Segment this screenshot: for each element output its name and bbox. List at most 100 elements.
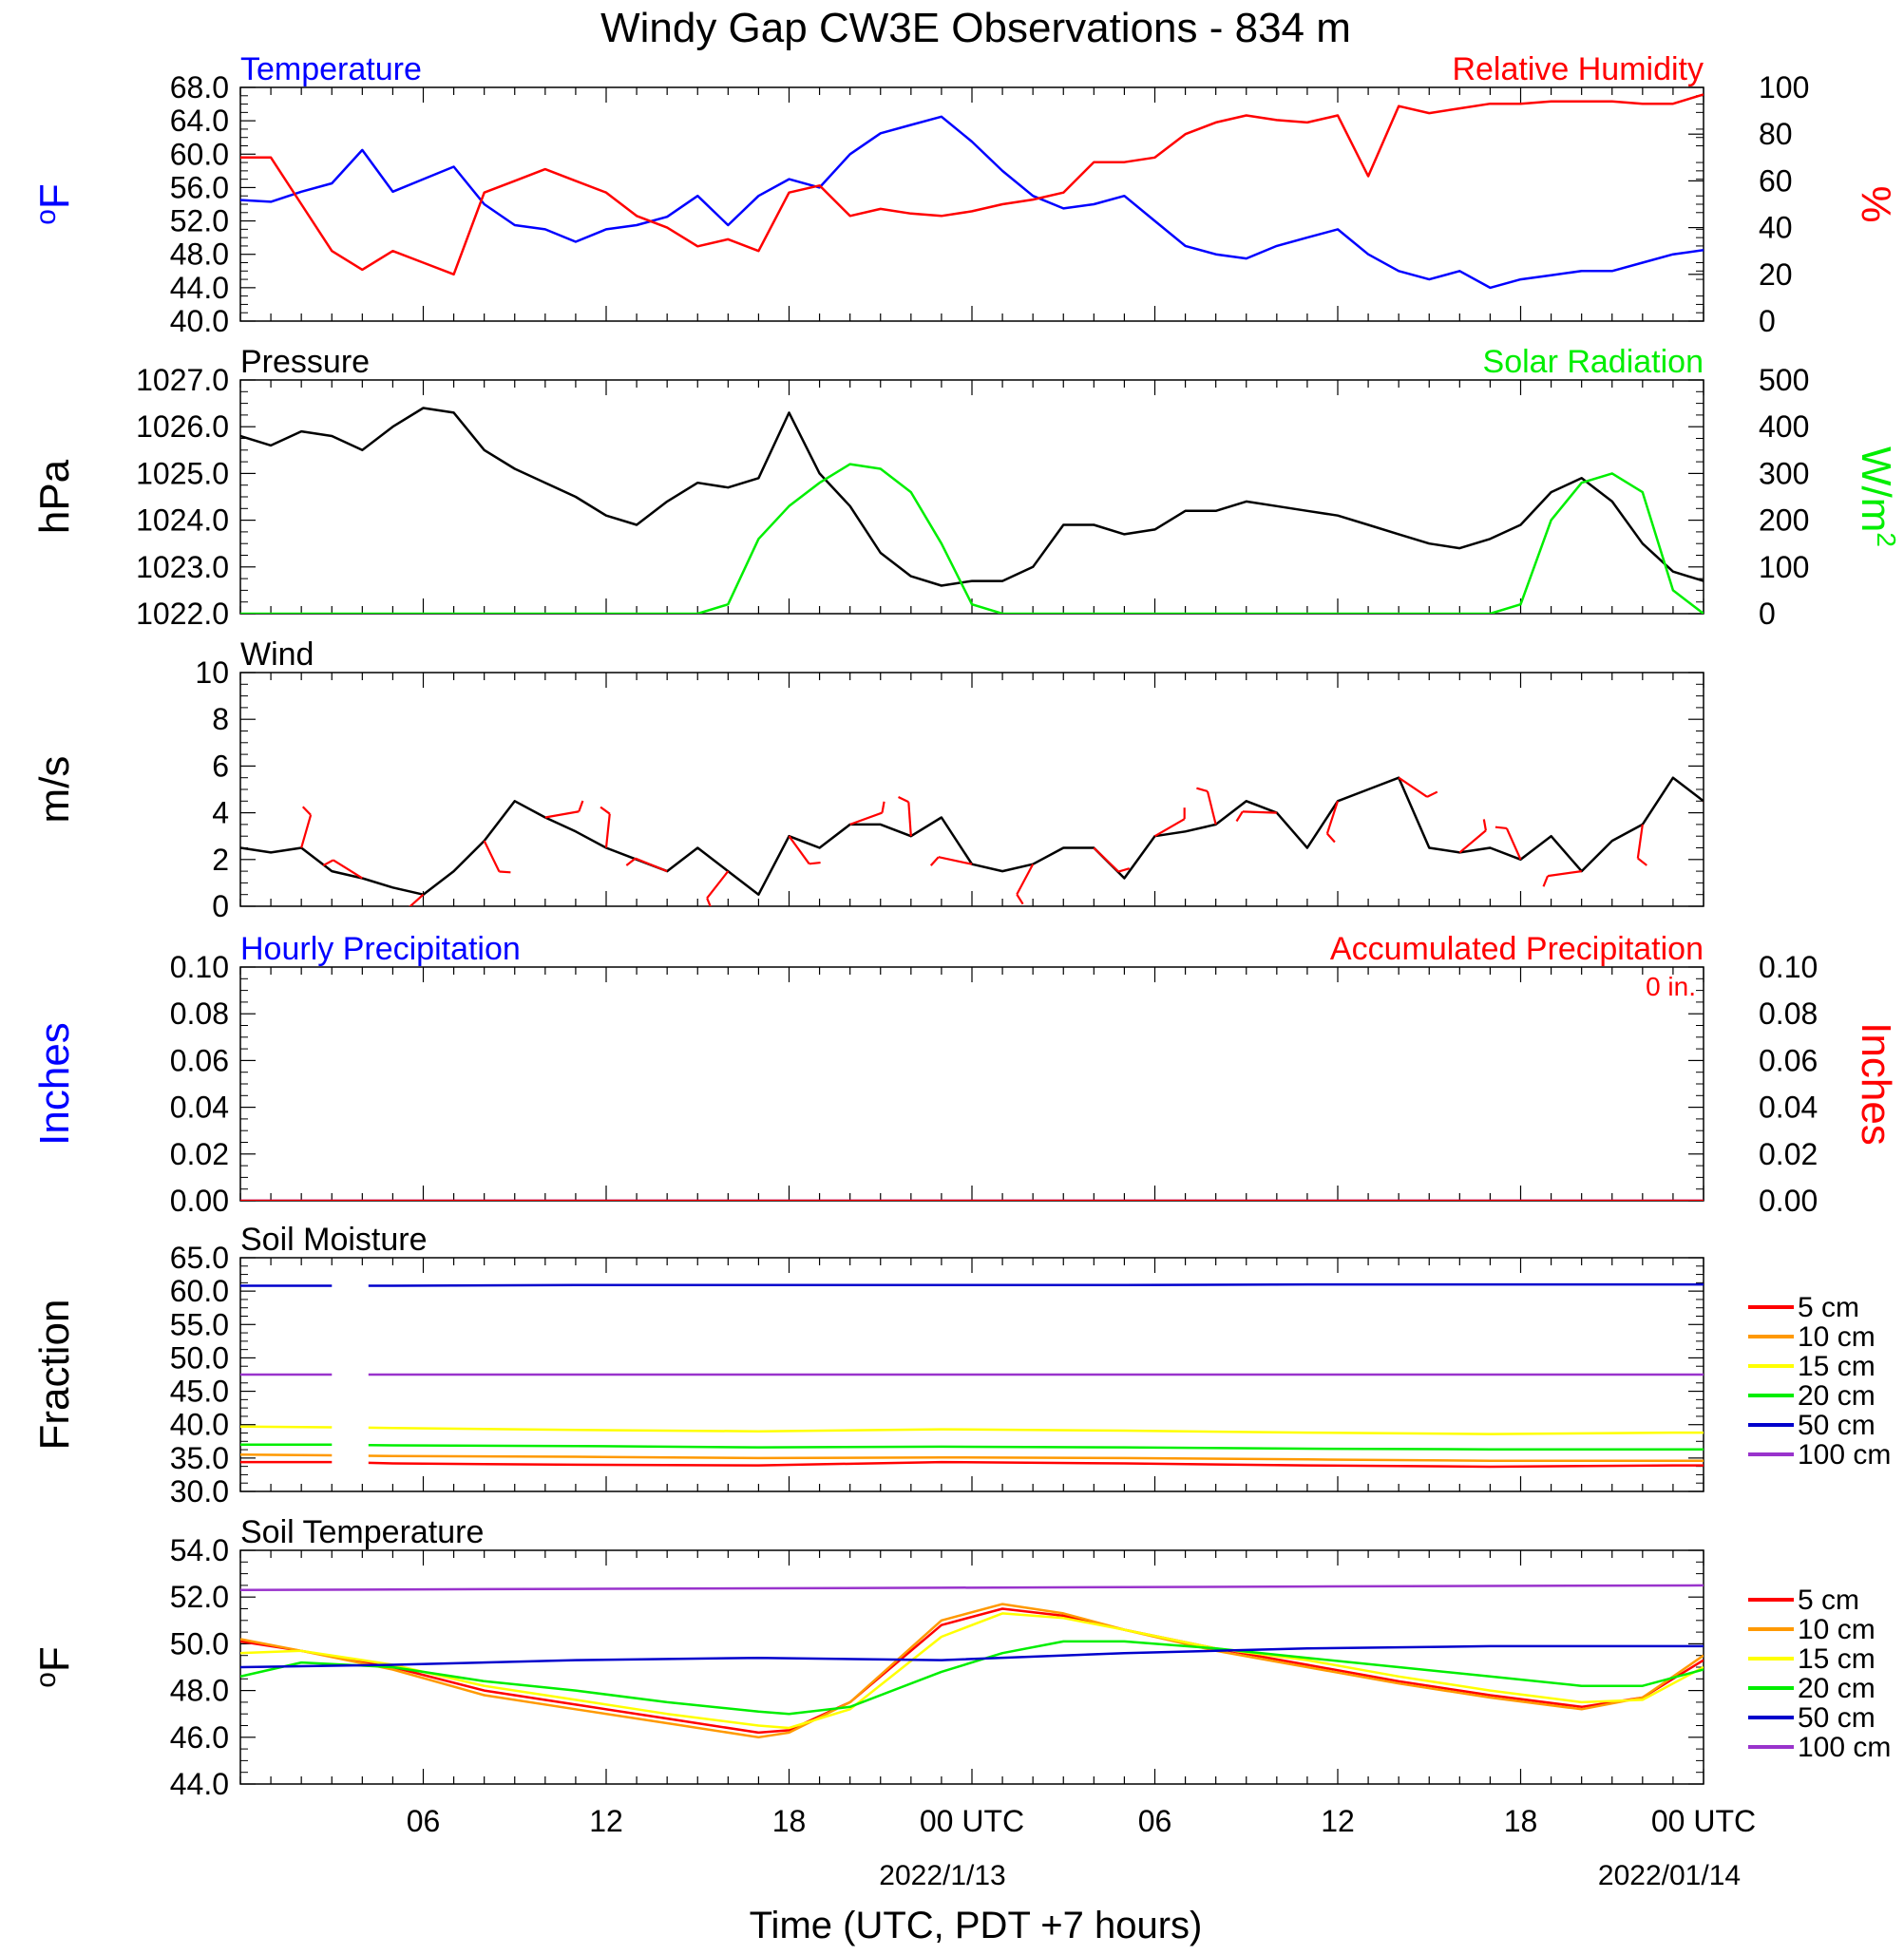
panel-title-right: Relative Humidity — [1452, 51, 1704, 87]
wind-barb-flag — [1542, 875, 1550, 887]
x-tick-label: 12 — [589, 1804, 623, 1838]
y-tick-label-right: 0.04 — [1759, 1091, 1818, 1125]
wind-barb — [1153, 818, 1186, 838]
series-line-relative-humidity — [240, 93, 1704, 276]
wind-barb — [706, 870, 730, 900]
series-line-10-cm — [240, 1603, 1704, 1739]
wind-barb — [333, 859, 363, 880]
panel-title-left: Pressure — [240, 344, 370, 380]
panel-pressure-solar: 1027.0 1026.0 1025.0 1024.0 1023.0 1022.0 500 4… — [31, 344, 1901, 631]
y-tick-label-left: 6 — [212, 749, 229, 783]
legend-label: 5 cm — [1798, 1292, 1859, 1323]
y-tick-label-right: 200 — [1759, 503, 1809, 538]
wind-barb-flag — [1735, 808, 1744, 815]
wind-barb — [1458, 829, 1487, 854]
series-group — [240, 1282, 1704, 1469]
panel-title-left: Wind — [240, 636, 314, 673]
wind-barb-flag — [625, 857, 637, 866]
wind-barb — [1547, 870, 1582, 878]
y-tick-label-left: 50.0 — [170, 1340, 229, 1375]
wind-barb — [604, 813, 611, 848]
x-tick-label: 06 — [407, 1804, 441, 1838]
legend-label: 10 cm — [1798, 1614, 1875, 1645]
y-tick-label-left: 30.0 — [170, 1474, 229, 1509]
y-tick-label-left: 0 — [212, 889, 229, 923]
wind-barb — [907, 802, 912, 837]
y-tick-label-left: 44.0 — [170, 271, 229, 305]
series-group — [240, 1584, 1704, 1739]
legend-label: 50 cm — [1798, 1702, 1875, 1734]
series-line-50-cm — [368, 1282, 1704, 1287]
figure-title: Windy Gap CW3E Observations - 834 m — [600, 5, 1351, 51]
y-axis-label-left: oF — [30, 183, 78, 225]
y-tick-label-left: 0.06 — [170, 1043, 229, 1077]
legend-label: 5 cm — [1798, 1585, 1859, 1616]
legend-label: 20 cm — [1798, 1380, 1875, 1412]
plot-frame — [239, 86, 1704, 322]
legend-label: 15 cm — [1798, 1351, 1875, 1382]
y-tick-label-left: 45.0 — [170, 1375, 229, 1409]
y-tick-label-left: 0.04 — [170, 1091, 229, 1125]
y-tick-label-right: 0 — [1759, 597, 1776, 631]
panel-title-right: Solar Radiation — [1483, 344, 1704, 380]
series-line-100-cm — [240, 1584, 1704, 1592]
y-axis-label-left: Inches — [31, 1022, 78, 1146]
y-tick-label-right: 400 — [1759, 409, 1809, 444]
series-line-solar-radiation — [240, 463, 1704, 614]
panel-precip: 0.10 0.08 0.06 0.04 0.02 0.00 0.10 0.08 0.06 0.04… — [31, 931, 1899, 1218]
wind-barb-flag — [398, 918, 400, 929]
panel-soil-moisture: 65.060.055.050.045.040.035.030.0 Soil Moi… — [31, 1222, 1891, 1509]
y-tick-label-right: 80 — [1759, 117, 1793, 151]
y-tick-label-right: 0.00 — [1759, 1184, 1818, 1218]
y-tick-label-left: 0.00 — [170, 1184, 229, 1218]
y-tick-label-right: 300 — [1759, 456, 1809, 490]
y-tick-label-left: 60.0 — [170, 1274, 229, 1308]
series-line-wind — [240, 776, 1704, 896]
y-axis-label-left: oF — [30, 1646, 78, 1688]
y-tick-label-left: 8 — [212, 702, 229, 736]
wind-barb-flag — [1637, 857, 1647, 866]
y-tick-label-left: 65.0 — [170, 1241, 229, 1275]
wind-barb — [849, 811, 883, 826]
x-axis-label: Time (UTC, PDT +7 hours) — [750, 1905, 1203, 1946]
legend-label: 100 cm — [1798, 1439, 1891, 1471]
x-axis: 06 12 18 00 UTC 06 12 18 00 UTC — [407, 1804, 1756, 1838]
panel-title-left: Soil Temperature — [240, 1514, 484, 1550]
series-line-10-cm — [368, 1454, 1704, 1462]
y-tick-label-left: 1026.0 — [136, 409, 229, 444]
wind-barb — [1505, 827, 1522, 861]
y-tick-label-left: 35.0 — [170, 1441, 229, 1475]
y-tick-label-left: 1027.0 — [136, 363, 229, 397]
series-group — [240, 407, 1704, 614]
y-tick-label-left: 56.0 — [170, 170, 229, 204]
wind-barb-flag — [1235, 810, 1244, 823]
wind-barb — [938, 856, 973, 865]
wind-barb — [409, 893, 425, 906]
wind-barb-flag — [706, 898, 712, 906]
plot-frame — [239, 379, 1704, 615]
series-line-temperature — [240, 115, 1704, 290]
y-tick-label-left: 4 — [212, 796, 229, 830]
wind-barb-flag — [1482, 819, 1487, 831]
wind-barb — [1325, 800, 1340, 834]
wind-barb-flag — [881, 801, 885, 813]
x-tick-label: 18 — [1504, 1804, 1538, 1838]
y-tick-label-left: 0.08 — [170, 996, 229, 1031]
y-tick-label-left: 44.0 — [170, 1767, 229, 1801]
y-tick-label-left: 54.0 — [170, 1533, 229, 1567]
y-tick-label-left: 64.0 — [170, 104, 229, 138]
wind-barb — [1636, 824, 1644, 859]
panels: 68.064.060.056.052.048.044.040.010080604… — [30, 51, 1901, 1801]
panel-title-left: Temperature — [240, 51, 422, 87]
series-line-5-cm — [240, 1607, 1704, 1735]
wind-barb-flag — [499, 870, 511, 874]
wind-barb — [300, 814, 313, 848]
y-tick-label-right: 0 — [1759, 304, 1776, 338]
y-tick-label-right: 20 — [1759, 257, 1793, 292]
y-tick-label-left: 2 — [212, 843, 229, 877]
y-tick-label-left: 1024.0 — [136, 503, 229, 538]
y-tick-label-left: 0.10 — [170, 950, 229, 984]
y-axis-label-right: % — [1853, 185, 1899, 222]
